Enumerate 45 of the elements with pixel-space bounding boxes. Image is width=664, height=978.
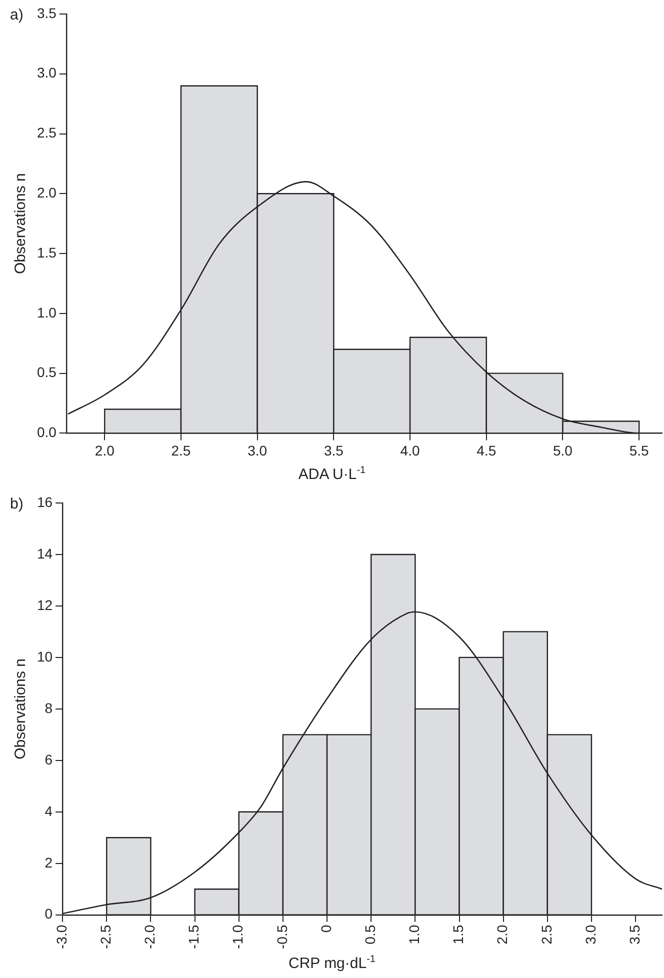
x-tick-label: 2.5 — [538, 924, 554, 944]
y-tick-label: 6 — [44, 751, 53, 768]
x-tick-label: -1.0 — [230, 924, 246, 949]
x-tick-label: -2.5 — [98, 924, 114, 949]
x-tick-label: -1.5 — [186, 924, 202, 949]
y-tick-label: 4 — [44, 802, 53, 819]
text: b) — [10, 496, 24, 513]
y-tick-label: 0 — [44, 906, 53, 922]
y-tick-label: 1.5 — [36, 244, 57, 260]
x-tick-label: 0 — [318, 924, 334, 933]
y-tick-label: 0.0 — [36, 424, 57, 440]
x-tick-label: 0.5 — [362, 924, 378, 944]
x-tick-label: 4.0 — [400, 442, 420, 458]
x-tick-label: 2.0 — [94, 442, 115, 458]
y-tick-label: 1.0 — [36, 304, 57, 320]
y-tick-label: 12 — [36, 596, 53, 613]
x-tick-label: 2.0 — [494, 924, 510, 944]
x-tick-label: -3.0 — [53, 924, 70, 949]
x-tick-label: 1.5 — [450, 924, 466, 944]
x-tick-label: -0.5 — [274, 924, 290, 949]
x-tick-label: 3.5 — [324, 442, 344, 458]
y-tick-label: 8 — [44, 700, 53, 716]
x-tick-label: 1.0 — [406, 924, 422, 944]
x-tick-label: 3.5 — [626, 924, 642, 944]
y-tick-label: 3.0 — [36, 64, 57, 81]
y-tick-label: 16 — [36, 494, 53, 510]
x-tick-label: 2.5 — [171, 442, 191, 458]
x-axis-title: CRP mg·dL$^{-1}$ — [288, 954, 376, 972]
y-tick-label: 2 — [44, 854, 53, 870]
x-tick-label: 4.5 — [476, 442, 496, 458]
y-axis-title: Observations n — [12, 173, 30, 274]
text: a) — [10, 6, 24, 24]
x-tick-label: -2.0 — [142, 924, 158, 949]
y-tick-label: 0.5 — [36, 364, 57, 380]
y-axis-title: Observations n — [12, 658, 30, 760]
x-tick-label: 3.0 — [582, 924, 598, 944]
y-tick-label: 10 — [36, 648, 53, 664]
y-tick-label: 3.5 — [36, 4, 57, 21]
y-tick-label: 14 — [36, 545, 53, 562]
x-tick-label: 5.0 — [553, 442, 573, 458]
x-tick-label: 5.5 — [629, 442, 650, 458]
x-tick-label: 3.0 — [248, 442, 268, 458]
y-tick-label: 2.5 — [36, 124, 57, 141]
y-tick-label: 2.0 — [36, 184, 57, 201]
x-axis-title: ADA U·L$^{-1}$ — [297, 465, 367, 483]
